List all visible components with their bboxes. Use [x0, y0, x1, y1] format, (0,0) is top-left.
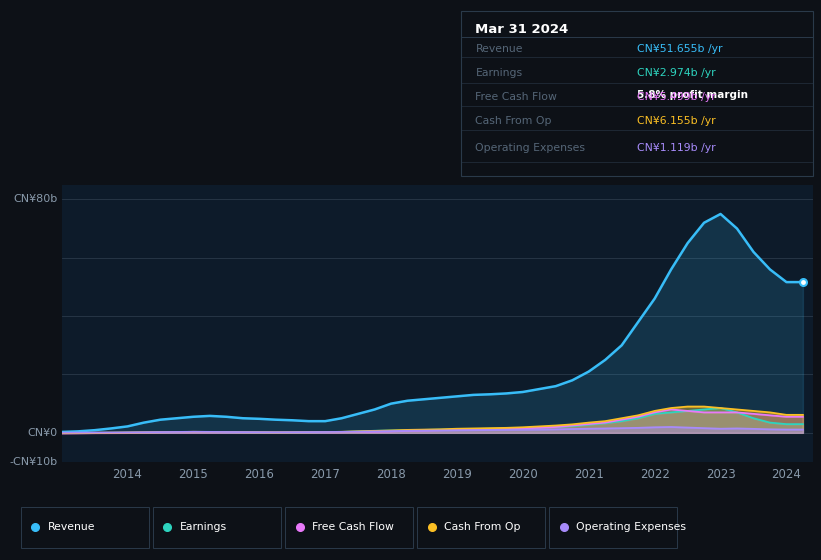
Text: Mar 31 2024: Mar 31 2024 [475, 23, 569, 36]
Text: Free Cash Flow: Free Cash Flow [475, 92, 557, 102]
Text: CN¥5.499b /yr: CN¥5.499b /yr [637, 92, 716, 102]
Text: Operating Expenses: Operating Expenses [475, 143, 585, 153]
Text: Cash From Op: Cash From Op [444, 521, 521, 531]
Text: Revenue: Revenue [48, 521, 95, 531]
Text: CN¥2.974b /yr: CN¥2.974b /yr [637, 68, 716, 78]
Text: CN¥1.119b /yr: CN¥1.119b /yr [637, 143, 716, 153]
FancyBboxPatch shape [461, 11, 813, 176]
Text: CN¥6.155b /yr: CN¥6.155b /yr [637, 116, 716, 126]
Text: CN¥80b: CN¥80b [14, 194, 57, 204]
Text: Free Cash Flow: Free Cash Flow [312, 521, 394, 531]
Text: CN¥51.655b /yr: CN¥51.655b /yr [637, 44, 722, 54]
Text: Cash From Op: Cash From Op [475, 116, 552, 126]
Text: Revenue: Revenue [475, 44, 523, 54]
Text: Earnings: Earnings [475, 68, 523, 78]
Text: Operating Expenses: Operating Expenses [576, 521, 686, 531]
Text: CN¥0: CN¥0 [28, 428, 57, 438]
Text: 5.8% profit margin: 5.8% profit margin [637, 91, 748, 100]
Text: Earnings: Earnings [180, 521, 227, 531]
Text: -CN¥10b: -CN¥10b [10, 457, 57, 467]
